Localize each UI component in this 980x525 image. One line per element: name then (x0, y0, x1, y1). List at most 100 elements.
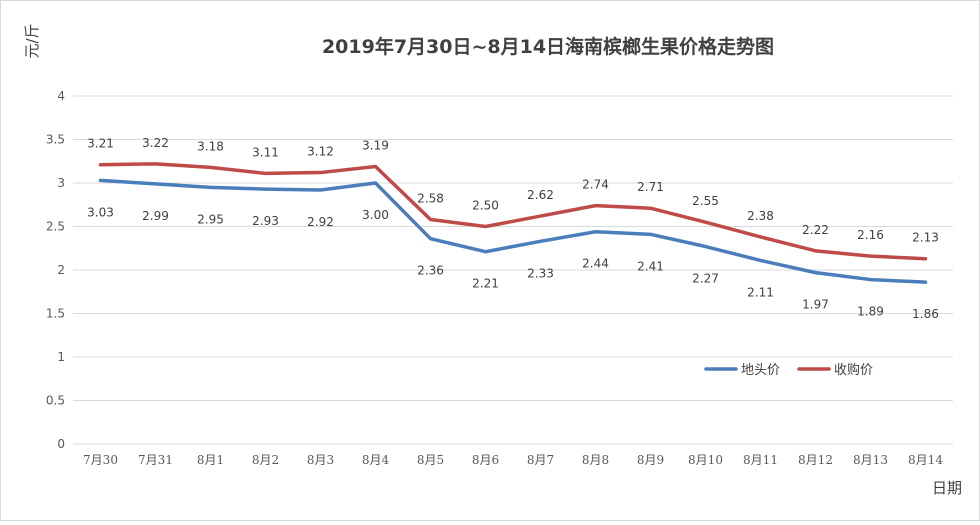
y-axis-label: 元/斤 (23, 23, 41, 58)
data-label: 2.41 (637, 259, 664, 273)
data-label: 1.97 (802, 298, 829, 312)
x-tick-label: 8月4 (362, 453, 390, 467)
data-point (539, 214, 542, 218)
data-label: 2.62 (527, 188, 554, 202)
legend-label: 地头价 (741, 363, 780, 378)
data-label: 2.11 (747, 285, 774, 299)
x-tick-label: 8月12 (798, 453, 833, 467)
y-tick-label: 0.5 (46, 394, 65, 408)
x-tick-label: 7月30 (83, 453, 118, 467)
data-point (814, 249, 817, 253)
series-line (98, 162, 928, 261)
x-tick-label: 8月7 (527, 453, 554, 467)
y-tick-label: 2.5 (46, 220, 65, 234)
gridlines (73, 95, 953, 445)
data-point (759, 235, 762, 239)
x-axis-ticks: 7月30 7月31 8月1 8月2 8月3 8月4 8月5 8月6 8月7 8月8 8月9 8月10 8… (83, 453, 943, 467)
y-tick-label: 2 (57, 263, 65, 277)
x-tick-label: 8月9 (637, 453, 664, 467)
data-label: 3.19 (362, 138, 389, 152)
data-label: 3.00 (362, 208, 389, 222)
x-tick-label: 8月1 (197, 453, 224, 467)
x-tick-label: 8月5 (417, 453, 444, 467)
chart-title: 2019年7月30日~8月14日海南槟榔生果价格走势图 (322, 35, 774, 58)
legend: 地头价 收购价 (704, 362, 873, 378)
x-axis-label: 日期 (932, 479, 962, 497)
data-label: 2.44 (582, 257, 609, 271)
data-point (704, 245, 707, 249)
y-tick-label: 1.5 (46, 307, 65, 321)
data-label: 2.22 (802, 223, 829, 237)
data-point (209, 185, 212, 189)
data-point (154, 182, 157, 186)
data-label: 2.16 (857, 228, 884, 242)
x-tick-label: 8月2 (252, 453, 279, 467)
data-point (924, 257, 927, 261)
data-point (594, 230, 597, 234)
data-label: 2.27 (692, 272, 719, 286)
data-label: 2.71 (637, 180, 664, 194)
data-label: 2.93 (252, 214, 279, 228)
data-point (374, 181, 377, 185)
data-label: 3.22 (142, 136, 169, 150)
data-point (154, 162, 157, 166)
data-point (319, 171, 322, 175)
data-point (99, 163, 102, 167)
data-point (209, 165, 212, 169)
x-tick-label: 8月8 (582, 453, 609, 467)
x-tick-label: 8月6 (472, 453, 499, 467)
data-label: 2.36 (417, 264, 444, 278)
data-label: 2.33 (527, 266, 554, 280)
data-point (99, 178, 102, 182)
legend-label: 收购价 (834, 362, 873, 378)
data-point (869, 278, 872, 282)
data-point (484, 250, 487, 254)
data-label: 2.13 (912, 231, 939, 245)
data-label: 2.95 (197, 212, 224, 226)
y-tick-label: 3 (57, 176, 65, 190)
data-label: 2.55 (692, 194, 719, 208)
data-label: 3.12 (307, 145, 334, 159)
data-label: 2.50 (472, 199, 499, 213)
data-label: 1.89 (857, 305, 884, 319)
data-point (814, 271, 817, 275)
data-label: 2.58 (417, 192, 444, 206)
x-tick-label: 8月14 (908, 453, 943, 467)
y-tick-label: 1 (57, 350, 65, 364)
y-tick-label: 4 (57, 89, 65, 103)
x-tick-label: 8月11 (743, 453, 778, 467)
data-point (264, 187, 267, 191)
data-label: 3.03 (87, 205, 114, 219)
x-tick-label: 8月10 (688, 453, 723, 467)
data-point (594, 204, 597, 208)
data-point (374, 164, 377, 168)
y-axis-ticks: 0 0.5 1 1.5 2 2.5 3 3.5 4 (46, 89, 65, 451)
data-point (429, 237, 432, 241)
data-label: 2.92 (307, 215, 334, 229)
data-point (649, 232, 652, 236)
x-tick-label: 8月3 (307, 453, 334, 467)
data-label: 2.21 (472, 277, 499, 291)
y-tick-label: 0 (57, 437, 65, 451)
data-point (484, 225, 487, 228)
x-tick-label: 7月31 (138, 453, 173, 467)
data-point (429, 218, 432, 222)
data-label: 2.99 (142, 209, 169, 223)
data-point (759, 258, 762, 262)
data-point (869, 254, 872, 258)
data-point (924, 280, 927, 284)
data-point (264, 171, 267, 175)
data-label: 2.74 (582, 178, 609, 192)
data-label: 3.21 (87, 137, 114, 151)
data-label: 2.38 (747, 209, 774, 223)
data-point (319, 188, 322, 192)
x-tick-label: 8月13 (853, 453, 888, 467)
data-labels: 3.03 2.99 2.95 2.93 2.92 3.00 2.36 2.21 2.33 2.44… (87, 136, 939, 321)
data-point (649, 206, 652, 210)
data-label: 1.86 (912, 307, 939, 321)
series-lines (98, 162, 928, 284)
y-tick-label: 3.5 (46, 133, 65, 147)
data-label: 3.11 (252, 145, 279, 159)
series-line (98, 178, 928, 284)
